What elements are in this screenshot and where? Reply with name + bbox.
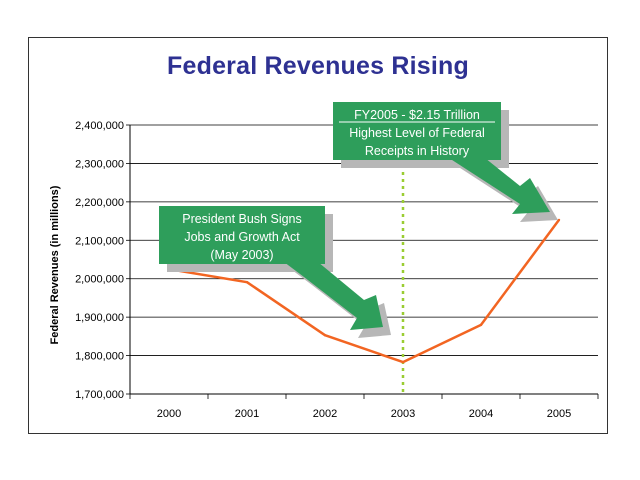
data-point-2001 xyxy=(245,280,249,284)
y-axis-label: Federal Revenues (in millions) xyxy=(49,185,61,344)
y-tick-label-4: 2,100,000 xyxy=(75,235,124,247)
y-tick-label-7: 2,400,000 xyxy=(75,120,124,132)
x-tick-label-2002: 2002 xyxy=(313,408,337,420)
series-line-0 xyxy=(168,219,561,364)
data-point-2003 xyxy=(401,360,405,364)
callout-line-0: FY2005 - $2.15 Trillion xyxy=(354,108,480,122)
y-tick-label-3: 2,000,000 xyxy=(75,274,124,286)
axis-layer: 1,700,000 1,800,000 1,900,000 2,000,000 2,10… xyxy=(75,120,599,420)
x-tick-label-2000: 2000 xyxy=(157,408,181,420)
x-tick-label-2004: 2004 xyxy=(469,408,493,420)
y-tick-label-1: 1,800,000 xyxy=(75,351,124,363)
callout-line-2: Receipts in History xyxy=(365,144,470,158)
callout-box xyxy=(159,206,325,264)
y-tick-label-0: 1,700,000 xyxy=(75,389,124,401)
callout-arrow xyxy=(284,262,383,330)
y-tick-label-5: 2,200,000 xyxy=(75,197,124,209)
callout-fy2005: FY2005 - $2.15 Trillion Highest Level of … xyxy=(333,102,558,222)
callout-line-1: Highest Level of Federal xyxy=(349,126,485,140)
callout-line-0: President Bush Signs xyxy=(182,212,302,226)
callout-line-2: (May 2003) xyxy=(210,248,273,262)
data-point-2004 xyxy=(479,323,483,327)
data-point-2005 xyxy=(557,218,561,222)
x-tick-label-2003: 2003 xyxy=(391,408,415,420)
callout-layer: President Bush Signs Jobs and Growth Act (… xyxy=(159,102,558,338)
series-layer xyxy=(167,218,561,364)
data-point-2002 xyxy=(323,334,327,337)
callout-line-1: Jobs and Growth Act xyxy=(184,230,300,244)
callout-box xyxy=(333,102,501,160)
y-tick-label-6: 2,300,000 xyxy=(75,158,124,170)
callout-bush-signs: President Bush Signs Jobs and Growth Act (… xyxy=(159,206,391,338)
callout-arrow xyxy=(449,158,550,214)
x-tick-label-2001: 2001 xyxy=(235,408,259,420)
chart-title: Federal Revenues Rising xyxy=(167,52,469,80)
x-tick-label-2005: 2005 xyxy=(547,408,571,420)
y-tick-label-2: 1,900,000 xyxy=(75,312,124,324)
